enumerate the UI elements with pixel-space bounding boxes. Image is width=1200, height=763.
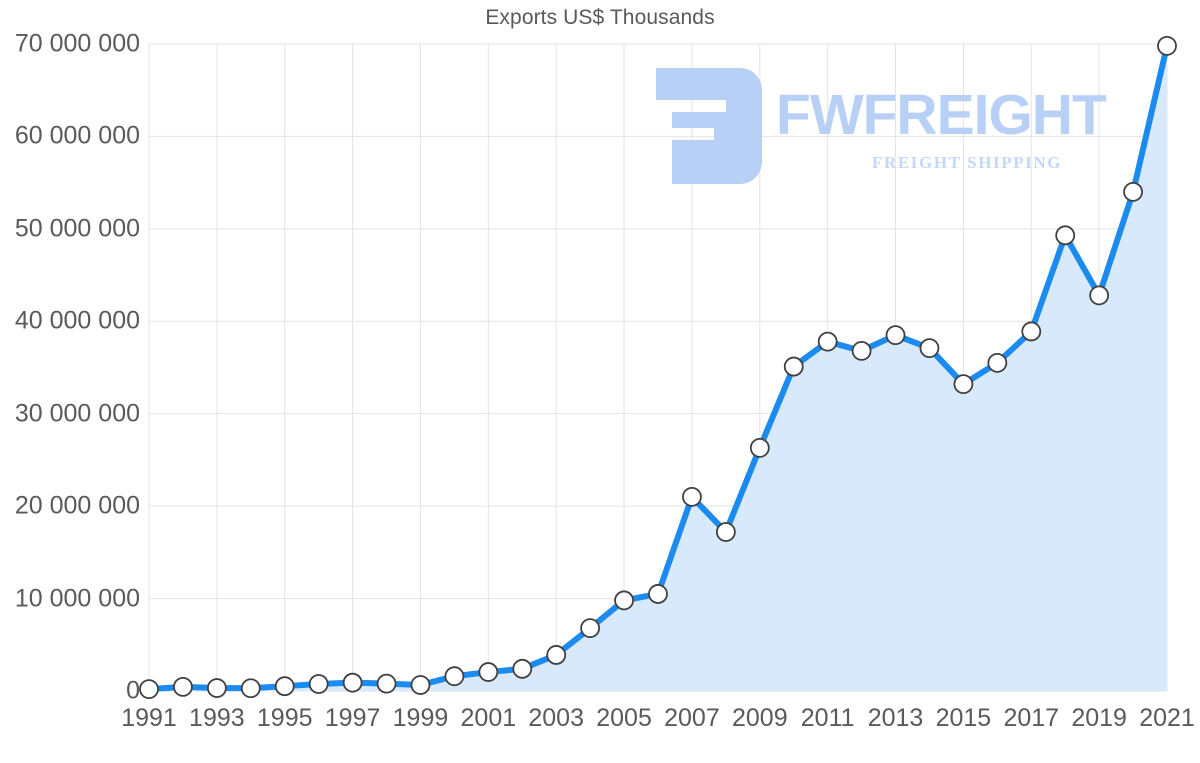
data-point [240,678,261,699]
x-axis-tick-label: 2007 [664,704,720,732]
data-point [682,486,702,507]
data-point [783,356,804,377]
x-axis-tick-label: 1991 [121,704,177,732]
data-point [715,522,736,542]
x-axis-tick-label: 2021 [1139,704,1195,732]
x-axis-tick-label: 2013 [867,704,924,732]
data-point [1055,225,1076,246]
data-point [749,438,770,458]
x-axis-tick-label: 2017 [1003,704,1060,732]
data-point [1123,181,1143,202]
data-point [987,352,1008,373]
chart-title: Exports US$ Thousands [485,6,715,29]
x-axis-tick-label: 2015 [935,704,992,732]
data-point [376,673,397,694]
data-point [410,675,431,695]
data-point [953,374,974,395]
data-point [1089,285,1110,306]
area-fill [149,45,1167,692]
data-point [342,672,363,693]
x-axis-tick-label: 1993 [189,704,245,732]
data-point [173,676,193,697]
x-axis-tick-label: 2003 [528,704,584,732]
x-axis-tick-label: 2009 [731,704,788,732]
data-point [885,325,906,346]
data-point [817,331,838,352]
data-markers [139,35,1177,700]
x-axis-tick-label: 1995 [256,704,313,732]
x-axis-tick-label: 2019 [1071,704,1127,732]
data-point [614,590,634,611]
data-point [512,658,533,679]
data-point [206,678,227,698]
data-point [308,674,329,694]
data-point [274,676,295,697]
data-point [851,340,872,361]
data-point [648,584,668,604]
x-axis-tick-label: 1999 [392,704,449,732]
data-point [919,338,940,358]
x-axis-tick-label: 2005 [596,704,652,732]
x-axis-tick-label: 2001 [460,704,517,732]
x-axis-tick-label: 1997 [324,704,381,732]
data-point [580,618,601,639]
data-point [139,679,159,700]
data-point [478,662,499,682]
data-point [1157,35,1177,56]
data-point [1021,321,1042,342]
x-axis-tick-label: 2011 [800,704,855,732]
data-point [546,645,567,665]
data-point [444,666,465,687]
